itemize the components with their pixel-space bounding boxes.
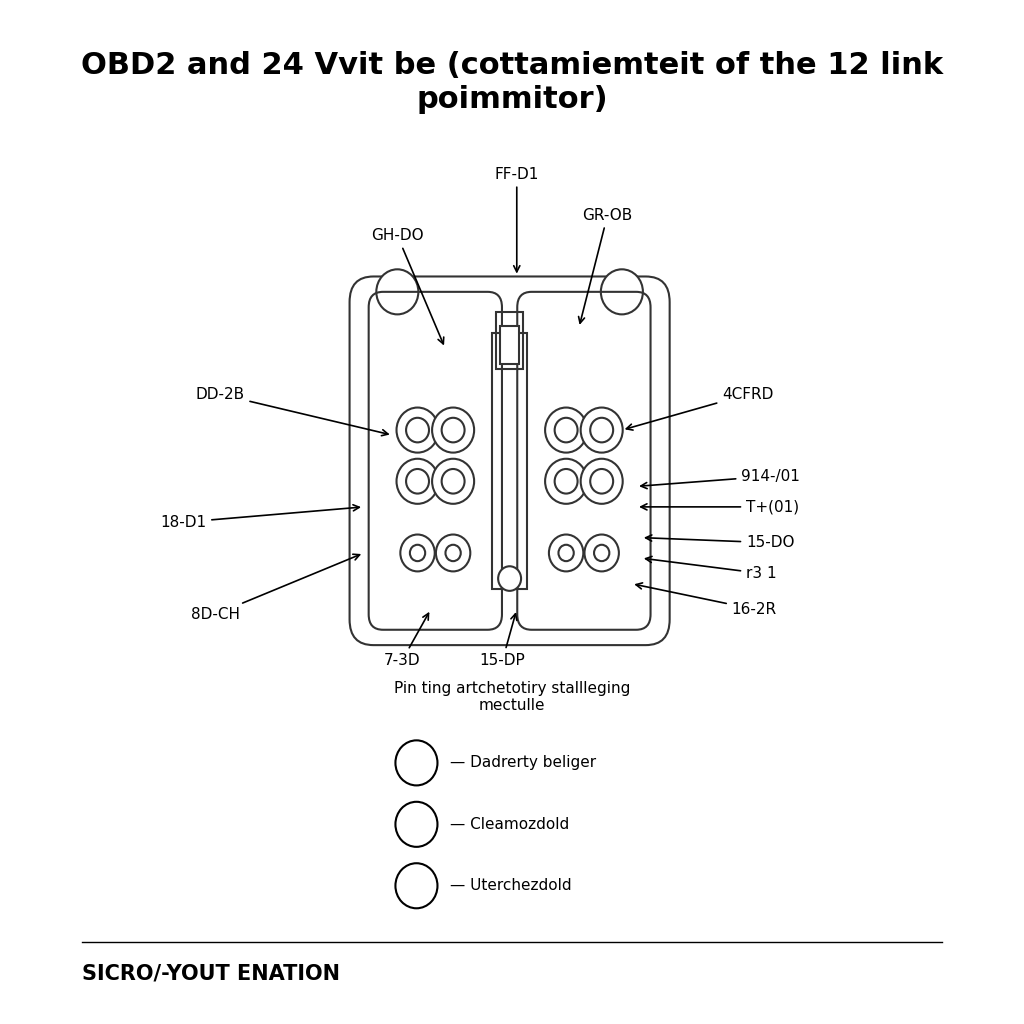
Circle shape <box>396 408 438 453</box>
Circle shape <box>498 566 521 591</box>
Circle shape <box>581 459 623 504</box>
Circle shape <box>555 418 578 442</box>
Text: — Cleamozdold: — Cleamozdold <box>450 817 569 831</box>
Circle shape <box>407 469 429 494</box>
Circle shape <box>555 469 578 494</box>
Circle shape <box>400 535 435 571</box>
Bar <box>500 326 519 364</box>
Circle shape <box>441 469 465 494</box>
Text: 914-/01: 914-/01 <box>641 469 800 488</box>
Text: 18-D1: 18-D1 <box>160 505 359 529</box>
Circle shape <box>585 535 618 571</box>
Text: T+(01): T+(01) <box>641 500 799 514</box>
Text: 4CFRD: 4CFRD <box>627 387 773 430</box>
Text: Pin ting artchetotiry stallleging
mectulle: Pin ting artchetotiry stallleging mectul… <box>394 681 630 714</box>
Circle shape <box>396 459 438 504</box>
Circle shape <box>594 545 609 561</box>
Circle shape <box>395 740 437 785</box>
Circle shape <box>445 545 461 561</box>
Circle shape <box>590 469 613 494</box>
Circle shape <box>377 269 419 314</box>
Circle shape <box>432 459 474 504</box>
Text: GH-DO: GH-DO <box>371 228 443 344</box>
Text: — Dadrerty beliger: — Dadrerty beliger <box>450 756 596 770</box>
Circle shape <box>558 545 573 561</box>
Text: r3 1: r3 1 <box>645 556 777 581</box>
Circle shape <box>407 418 429 442</box>
Circle shape <box>410 545 425 561</box>
Text: OBD2 and 24 Vvit be (cottamiemteit of the 12 link poimmitor): OBD2 and 24 Vvit be (cottamiemteit of th… <box>81 51 943 114</box>
Text: 7-3D: 7-3D <box>384 613 428 668</box>
Circle shape <box>581 408 623 453</box>
Text: FF-D1: FF-D1 <box>495 167 539 271</box>
Text: — Uterchezdold: — Uterchezdold <box>450 879 571 893</box>
Circle shape <box>432 408 474 453</box>
Text: GR-OB: GR-OB <box>579 208 633 324</box>
Bar <box>497 312 523 369</box>
Bar <box>493 333 526 589</box>
Text: 8D-CH: 8D-CH <box>190 554 359 622</box>
Circle shape <box>601 269 643 314</box>
Text: DD-2B: DD-2B <box>196 387 388 435</box>
Text: 15-DP: 15-DP <box>479 613 525 668</box>
Text: SICRO/-YOUT ENATION: SICRO/-YOUT ENATION <box>82 963 340 983</box>
Circle shape <box>436 535 470 571</box>
Text: 15-DO: 15-DO <box>645 535 795 550</box>
Circle shape <box>545 408 587 453</box>
Circle shape <box>441 418 465 442</box>
Circle shape <box>545 459 587 504</box>
Circle shape <box>549 535 584 571</box>
Circle shape <box>395 802 437 847</box>
Circle shape <box>590 418 613 442</box>
Text: 16-2R: 16-2R <box>636 583 777 616</box>
Circle shape <box>395 863 437 908</box>
